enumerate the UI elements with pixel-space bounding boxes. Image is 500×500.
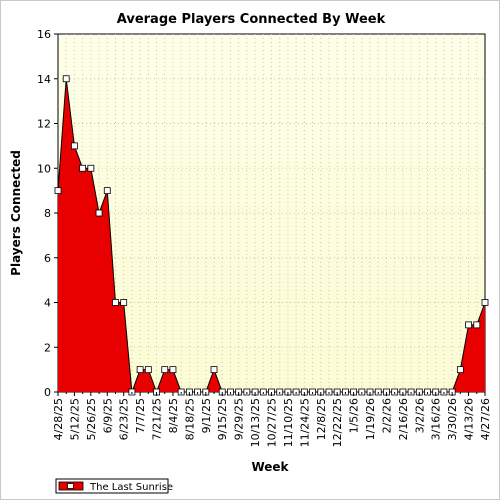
x-tick-label: 8/18/25 bbox=[183, 398, 196, 440]
x-tick-label: 10/13/25 bbox=[249, 398, 262, 447]
y-tick-label: 2 bbox=[44, 341, 51, 354]
x-axis-ticks: 4/28/25 5/12/25 5/26/25 6/9/25 6/23/25 7/7/25… bbox=[52, 392, 492, 447]
series-area-fill bbox=[58, 78, 485, 392]
data-point bbox=[136, 366, 144, 374]
x-tick-label: 6/9/25 bbox=[101, 398, 114, 433]
data-point bbox=[87, 164, 95, 172]
x-tick-label: 9/1/25 bbox=[200, 398, 213, 433]
data-point bbox=[79, 164, 87, 172]
x-tick-label: 12/22/25 bbox=[331, 398, 344, 447]
legend: The Last Sunrise bbox=[55, 478, 173, 494]
y-tick-label: 10 bbox=[37, 162, 51, 175]
legend-label: The Last Sunrise bbox=[89, 482, 173, 493]
plot-area bbox=[57, 33, 486, 393]
legend-box bbox=[55, 478, 169, 494]
y-tick-label: 6 bbox=[44, 252, 51, 265]
x-tick-label: 11/24/25 bbox=[298, 398, 311, 447]
data-point bbox=[54, 187, 62, 195]
x-tick-label: 12/8/25 bbox=[315, 398, 328, 440]
data-point bbox=[169, 366, 177, 374]
x-tick-label: 4/27/26 bbox=[479, 398, 492, 440]
data-point bbox=[465, 321, 472, 329]
data-point bbox=[161, 366, 169, 374]
y-tick-label: 0 bbox=[44, 386, 51, 399]
x-tick-label: 9/29/25 bbox=[233, 398, 246, 440]
data-point bbox=[456, 366, 464, 374]
x-tick-label: 5/26/25 bbox=[85, 398, 98, 440]
data-point bbox=[103, 187, 111, 195]
data-point bbox=[144, 366, 152, 374]
x-tick-label: 4/28/25 bbox=[52, 398, 65, 440]
x-tick-label: 1/19/26 bbox=[364, 398, 377, 440]
x-axis-label: Week bbox=[251, 460, 289, 474]
y-axis-ticks: 0 2 4 6 8 10 12 14 16 bbox=[37, 28, 58, 399]
y-tick-label: 4 bbox=[44, 297, 51, 310]
data-point bbox=[473, 321, 481, 329]
data-point bbox=[62, 75, 70, 83]
x-tick-label: 10/27/25 bbox=[266, 398, 279, 447]
y-tick-label: 12 bbox=[37, 118, 51, 131]
legend-marker bbox=[67, 483, 74, 489]
data-point bbox=[120, 299, 128, 306]
x-tick-label: 1/5/26 bbox=[348, 398, 361, 433]
x-tick-label: 11/10/25 bbox=[282, 398, 295, 447]
x-tick-label: 3/2/26 bbox=[413, 398, 426, 433]
x-tick-label: 7/21/25 bbox=[151, 398, 164, 440]
data-point bbox=[112, 299, 119, 306]
y-tick-label: 16 bbox=[37, 28, 51, 41]
chart-title: Average Players Connected By Week bbox=[117, 12, 386, 27]
data-point bbox=[95, 209, 103, 217]
x-tick-label: 4/13/26 bbox=[463, 398, 476, 440]
y-axis-label: Players Connected bbox=[9, 150, 23, 276]
x-tick-label: 8/4/25 bbox=[167, 398, 180, 433]
x-tick-label: 9/15/25 bbox=[216, 398, 229, 440]
x-tick-label: 2/16/26 bbox=[397, 398, 410, 440]
data-point bbox=[71, 142, 78, 150]
x-tick-label: 3/16/26 bbox=[430, 398, 443, 440]
x-tick-label: 7/7/25 bbox=[134, 398, 147, 433]
y-tick-label: 8 bbox=[44, 207, 51, 220]
x-tick-label: 2/2/26 bbox=[380, 398, 393, 433]
data-point bbox=[481, 299, 489, 306]
data-point bbox=[210, 366, 218, 374]
x-tick-label: 3/30/26 bbox=[446, 398, 459, 440]
x-tick-label: 5/12/25 bbox=[68, 398, 81, 440]
y-tick-label: 14 bbox=[37, 73, 51, 86]
x-tick-label: 6/23/25 bbox=[118, 398, 131, 440]
